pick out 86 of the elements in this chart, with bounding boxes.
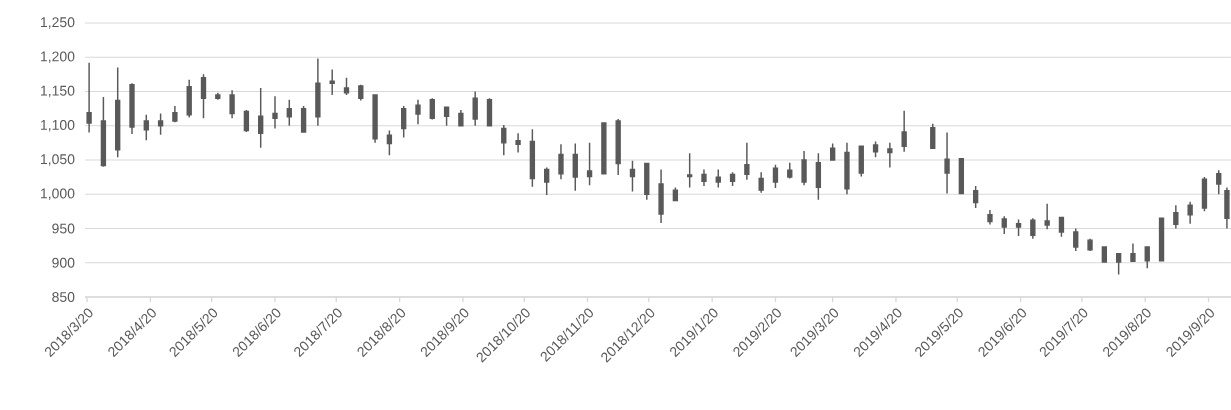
candlestick (558, 143, 564, 180)
candlestick (472, 90, 478, 127)
candlestick (601, 122, 607, 176)
candlestick (515, 132, 521, 154)
candlestick (1044, 203, 1050, 230)
y-tick-label: 850 (52, 292, 75, 302)
candlestick (672, 186, 679, 202)
candlestick (1073, 227, 1079, 252)
candlestick (258, 87, 264, 149)
candlestick (1030, 217, 1036, 240)
candlestick (572, 142, 578, 192)
candlestick (415, 98, 421, 126)
candlestick (1187, 201, 1193, 225)
candlestick (1158, 217, 1165, 263)
candlestick (944, 131, 950, 195)
candlestick (1087, 238, 1093, 252)
candlestick (729, 171, 736, 187)
candlestick (300, 105, 307, 134)
candlestick (1058, 216, 1065, 238)
y-tick-label: 1,200 (41, 51, 75, 64)
candlestick (987, 209, 993, 226)
candlestick (401, 105, 407, 139)
candlestick (958, 157, 965, 195)
candlestick (715, 168, 721, 189)
candlestick (544, 166, 550, 196)
candlestick (486, 97, 493, 128)
y-tick-label: 1,250 (41, 17, 75, 29)
candlestick (157, 112, 164, 136)
candlestick (772, 164, 779, 189)
candlestick (801, 150, 807, 187)
y-tick-label: 900 (52, 257, 75, 268)
candlestick (1216, 169, 1222, 195)
candlestick (1115, 253, 1122, 276)
candlestick (229, 89, 235, 119)
candlestick (372, 94, 378, 144)
candlestick (529, 128, 536, 188)
candlestick (787, 161, 793, 180)
candlestick (429, 97, 435, 121)
candlestick (86, 61, 92, 134)
candlestick (972, 185, 979, 209)
candlestick (1173, 204, 1179, 230)
candlestick (1224, 186, 1230, 230)
candlestick (901, 109, 907, 153)
candlestick (758, 171, 764, 194)
candlestick (887, 142, 893, 169)
candlestick (286, 98, 292, 127)
candlestick (1015, 218, 1022, 237)
candlestick (186, 79, 192, 119)
candlestick (844, 142, 850, 195)
candlestick (658, 168, 664, 224)
candlestick (458, 109, 464, 128)
candlestick (358, 83, 364, 102)
y-tick-label: 950 (52, 223, 75, 234)
candlestick (644, 162, 650, 201)
candlestick (744, 142, 750, 181)
candlestick (200, 73, 207, 119)
candlestick (1130, 242, 1136, 263)
candlestick (215, 92, 221, 101)
candlestick (686, 152, 693, 189)
candlestick (329, 68, 335, 96)
candlestick (858, 145, 864, 178)
candlestick (1101, 246, 1108, 263)
candlestick (501, 124, 507, 156)
y-tick-label: 1,050 (41, 154, 75, 166)
candlestick (129, 82, 135, 135)
candlestick (815, 152, 822, 201)
candlestick (1144, 246, 1150, 269)
y-tick-label: 1,100 (41, 119, 75, 132)
candlestick (872, 140, 879, 158)
candlestick (615, 118, 621, 176)
candlestick (272, 95, 278, 130)
candlestick (315, 57, 321, 127)
candlestick (100, 96, 107, 168)
candlestick (1201, 176, 1208, 213)
candlestick (143, 114, 149, 141)
candlestick (172, 105, 178, 124)
candlestick (930, 122, 936, 150)
candlestick (829, 142, 836, 162)
candlestick (1001, 215, 1007, 235)
candlestick (243, 109, 250, 133)
candlestick (586, 142, 593, 187)
y-tick-label: 1,000 (41, 188, 75, 201)
y-tick-label: 1,150 (41, 85, 75, 98)
candlestick (115, 66, 121, 158)
candlestick (701, 168, 707, 187)
candlestick (343, 77, 350, 96)
